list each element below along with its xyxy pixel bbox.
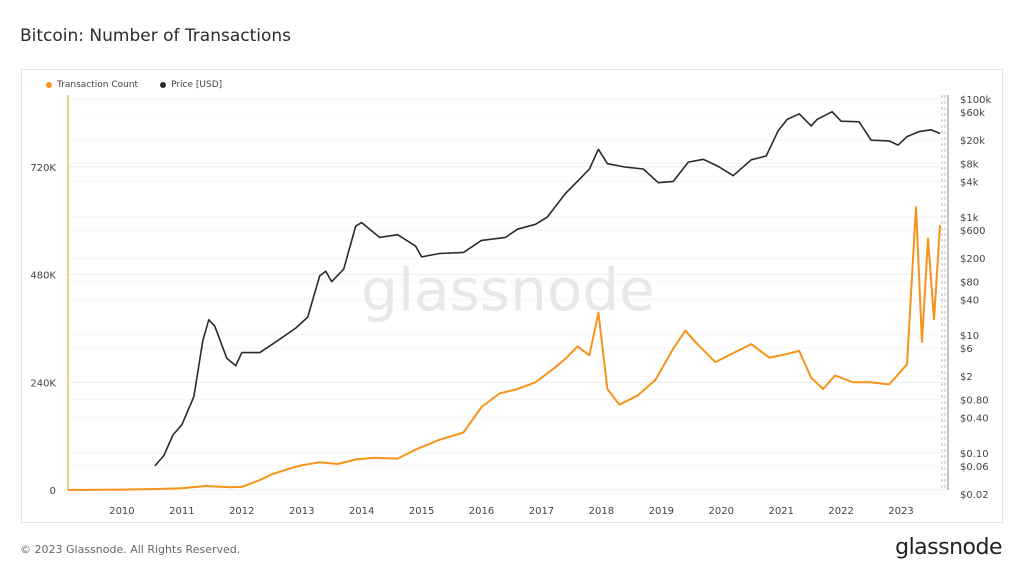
page-title: Bitcoin: Number of Transactions	[20, 26, 292, 46]
legend-item-transactions[interactable]: Transaction Count	[46, 80, 138, 90]
y-right-tick-label: $4k	[960, 177, 979, 188]
x-tick-label: 2020	[709, 506, 734, 517]
x-tick-label: 2018	[589, 506, 614, 517]
x-tick-label: 2022	[828, 506, 853, 517]
chart-series	[67, 110, 941, 491]
y-right-tick-label: $0.02	[960, 490, 989, 501]
y-right-tick-label: $0.06	[960, 462, 989, 473]
y-left-tick-label: 720K	[30, 163, 56, 174]
chart-axes: 0 240K 480K 720K $100k $60k $20k $8k $4k $1k $600 $…	[30, 95, 991, 517]
legend-item-price[interactable]: Price [USD]	[160, 80, 222, 90]
y-right-tick-label: $40	[960, 295, 979, 306]
legend-dot-price	[160, 82, 167, 88]
chart-frame	[21, 69, 1003, 523]
y-right-tick-label: $20k	[960, 136, 985, 147]
legend-dot-transactions	[46, 82, 52, 88]
y-right-tick-label: $1k	[960, 213, 979, 224]
legend-label-price: Price [USD]	[171, 80, 223, 90]
chart-grid	[68, 98, 946, 495]
y-right-tick-label: $600	[960, 226, 985, 237]
series-line-price	[154, 110, 941, 467]
x-tick-label: 2010	[109, 506, 134, 517]
x-tick-label: 2011	[169, 506, 194, 517]
y-right-tick-label: $6	[960, 344, 973, 355]
x-tick-label: 2021	[768, 506, 793, 517]
x-tick-label: 2019	[649, 506, 674, 517]
y-right-tick-label: $60k	[960, 108, 985, 119]
y-right-tick-label: $200	[960, 254, 985, 265]
x-tick-label: 2017	[529, 506, 554, 517]
x-tick-label: 2023	[888, 506, 913, 517]
y-left-tick-label: 240K	[30, 378, 56, 389]
y-right-tick-label: $80	[960, 278, 979, 289]
copyright: © 2023 Glassnode. All Rights Reserved.	[20, 543, 241, 556]
y-right-tick-label: $0.10	[960, 449, 989, 460]
y-left-tick-label: 480K	[30, 271, 56, 282]
y-right-tick-label: $100k	[960, 95, 991, 106]
y-right-tick-label: $2	[960, 372, 973, 383]
x-tick-label: 2015	[409, 506, 434, 517]
y-right-tick-label: $0.40	[960, 413, 989, 424]
x-tick-label: 2014	[349, 506, 374, 517]
y-right-tick-label: $10	[960, 331, 979, 342]
watermark: glassnode	[361, 256, 655, 324]
y-right-tick-label: $8k	[960, 160, 979, 171]
y-right-tick-label: $0.80	[960, 396, 989, 407]
series-line-transactions	[67, 206, 941, 491]
brand-logo: glassnode	[895, 535, 1002, 560]
legend-label-transactions: Transaction Count	[57, 80, 139, 90]
x-tick-label: 2013	[289, 506, 314, 517]
x-tick-label: 2016	[469, 506, 494, 517]
x-tick-label: 2012	[229, 506, 254, 517]
chart-legend: Transaction Count Price [USD]	[46, 80, 222, 90]
y-left-tick-label: 0	[50, 486, 56, 497]
